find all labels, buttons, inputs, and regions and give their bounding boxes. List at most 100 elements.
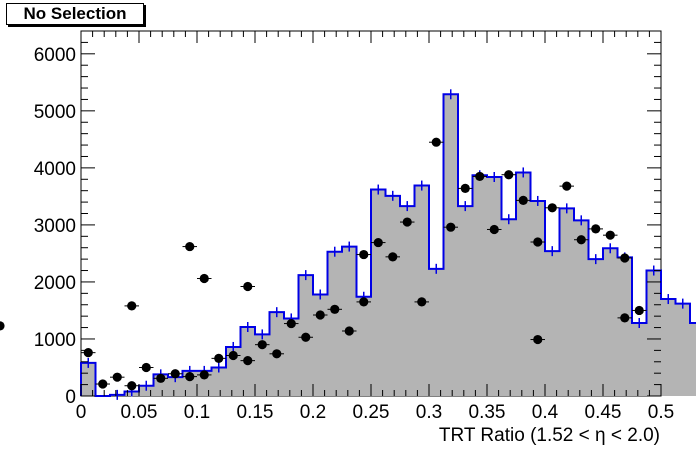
histogram-bar bbox=[617, 257, 632, 396]
data-point bbox=[112, 372, 122, 382]
data-point bbox=[533, 237, 543, 247]
data-point bbox=[518, 195, 528, 205]
x-tick-label: 0.4 bbox=[532, 402, 559, 423]
histogram-bar bbox=[443, 94, 458, 396]
histogram-bar bbox=[371, 189, 386, 396]
data-point bbox=[185, 241, 195, 252]
data-point bbox=[330, 304, 340, 314]
data-point bbox=[127, 301, 137, 311]
data-point bbox=[576, 235, 586, 245]
data-point bbox=[373, 237, 383, 248]
histogram-bar bbox=[603, 248, 618, 396]
histogram-bar bbox=[356, 296, 371, 396]
data-point bbox=[272, 349, 282, 359]
histogram-bar bbox=[81, 362, 96, 396]
data-point bbox=[344, 326, 354, 336]
y-tick-label: 0 bbox=[65, 387, 76, 408]
data-point bbox=[214, 353, 224, 363]
y-tick-label: 6000 bbox=[34, 45, 76, 66]
histogram-bar bbox=[632, 323, 647, 396]
histogram-bar bbox=[226, 346, 241, 396]
data-point bbox=[359, 297, 369, 307]
histogram-bar bbox=[487, 177, 502, 396]
histogram-bar bbox=[211, 367, 226, 396]
histogram-bar bbox=[559, 208, 574, 396]
data-point bbox=[460, 183, 470, 194]
data-point bbox=[199, 273, 209, 284]
chart-title: No Selection bbox=[6, 3, 144, 25]
y-tick-label: 1000 bbox=[34, 330, 76, 351]
data-point bbox=[417, 297, 427, 307]
data-point bbox=[533, 334, 543, 345]
x-tick-label: 0.5 bbox=[648, 402, 674, 423]
data-point bbox=[388, 252, 398, 262]
histogram-bar bbox=[516, 172, 531, 396]
histogram-bar bbox=[472, 175, 487, 396]
x-tick-label: 0.15 bbox=[237, 402, 274, 423]
x-tick-label: 0.1 bbox=[184, 402, 210, 423]
histogram-bar bbox=[139, 385, 154, 396]
histogram-bar bbox=[400, 206, 415, 396]
histogram-bar bbox=[690, 323, 696, 396]
histogram-bar bbox=[545, 251, 560, 396]
x-tick-label: 0.05 bbox=[121, 402, 158, 423]
histogram-bar bbox=[588, 259, 603, 396]
y-tick-label: 5000 bbox=[34, 102, 76, 123]
y-tick-label: 4000 bbox=[34, 159, 76, 180]
data-point bbox=[243, 281, 253, 292]
data-point bbox=[127, 381, 137, 391]
data-point bbox=[185, 372, 195, 382]
histogram-bar bbox=[530, 200, 545, 396]
data-point bbox=[359, 249, 369, 260]
data-point bbox=[98, 379, 108, 389]
histogram-bar bbox=[414, 185, 429, 396]
data-point bbox=[634, 305, 644, 316]
histogram-bar bbox=[255, 334, 270, 396]
x-axis-label: TRT Ratio (1.52 < η < 2.0) bbox=[439, 425, 660, 446]
data-point bbox=[170, 369, 180, 379]
data-point bbox=[620, 253, 630, 263]
x-tick-label: 0.45 bbox=[585, 402, 622, 423]
histogram-bar bbox=[675, 303, 690, 396]
data-point bbox=[83, 348, 93, 358]
data-point bbox=[547, 203, 557, 213]
data-point bbox=[315, 310, 325, 320]
data-point bbox=[431, 137, 441, 147]
data-markers bbox=[0, 137, 647, 391]
histogram-bar bbox=[342, 246, 357, 396]
data-point bbox=[0, 321, 5, 331]
data-point bbox=[257, 340, 267, 350]
data-point bbox=[402, 217, 412, 227]
histogram-layer bbox=[80, 89, 696, 400]
data-point bbox=[156, 373, 166, 383]
histogram-bar bbox=[313, 294, 328, 396]
x-tick-label: 0 bbox=[76, 402, 87, 423]
histogram-bar bbox=[458, 206, 473, 396]
histogram-bar bbox=[385, 195, 400, 396]
data-point bbox=[489, 224, 499, 235]
histogram-bar bbox=[501, 219, 516, 396]
histogram-bar bbox=[284, 318, 299, 396]
data-point bbox=[562, 181, 572, 191]
data-point bbox=[446, 222, 456, 232]
data-point bbox=[199, 370, 209, 380]
histogram-bar bbox=[574, 220, 589, 396]
data-point bbox=[475, 171, 485, 182]
data-point bbox=[504, 170, 514, 180]
histogram-bar bbox=[646, 270, 661, 396]
histogram-outline bbox=[80, 93, 696, 397]
axes: 0 1000 2000 3000 4000 5000 6000 0 0.05 0.1 0.15 0.2… bbox=[34, 30, 674, 423]
data-point bbox=[286, 318, 296, 329]
data-point bbox=[228, 350, 238, 361]
data-point bbox=[591, 224, 601, 234]
data-point bbox=[301, 332, 311, 342]
data-point bbox=[243, 356, 253, 366]
x-tick-label: 0.25 bbox=[353, 402, 390, 423]
data-point bbox=[620, 313, 630, 323]
y-tick-label: 2000 bbox=[34, 273, 76, 294]
y-tick-label: 3000 bbox=[34, 216, 76, 237]
data-point bbox=[141, 362, 151, 373]
x-tick-label: 0.35 bbox=[469, 402, 506, 423]
histogram-bar bbox=[661, 299, 676, 396]
